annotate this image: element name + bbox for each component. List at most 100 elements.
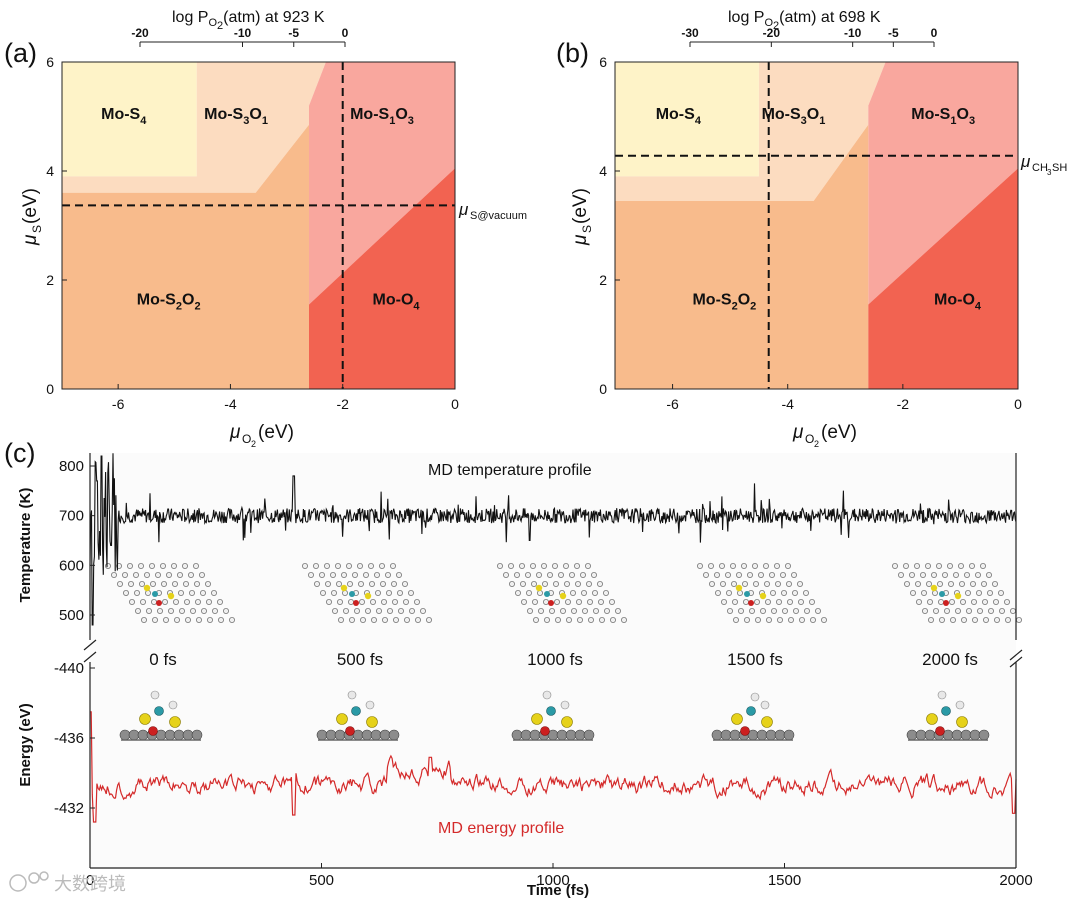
svg-text:(eV): (eV) xyxy=(570,188,591,224)
lattice-top-view-icon xyxy=(892,563,1023,624)
lattice-top-view-icon xyxy=(697,563,828,624)
snapshot-time-label: 500 fs xyxy=(337,650,383,669)
mu-s-axis-title-a: μ S (eV) xyxy=(20,188,44,246)
temperature-title: MD temperature profile xyxy=(428,462,592,479)
x-tick-label: -6 xyxy=(112,396,125,412)
x-tick-label: 0 xyxy=(451,396,459,412)
top-tick-label: 0 xyxy=(931,26,938,40)
svg-text:(eV): (eV) xyxy=(20,188,41,224)
svg-text:μ: μ xyxy=(792,422,804,443)
time-tick-label: 0 xyxy=(86,872,94,889)
mu-s-axis-title-b: μ S (eV) xyxy=(570,188,594,246)
snapshot-1: 500 fs xyxy=(301,563,432,741)
phase-label-mo-s3o1: Mo-S3O1 xyxy=(204,106,268,127)
watermark-logo-icon xyxy=(9,874,27,892)
svg-text:2: 2 xyxy=(814,439,819,449)
phase-label-mo-o4: Mo-O4 xyxy=(373,292,421,313)
phase-label-mo-s2o2: Mo-S2O2 xyxy=(137,292,201,313)
phase-region-mo-s1o3 xyxy=(309,62,455,305)
y-tick-label: 4 xyxy=(599,163,607,179)
svg-text:S: S xyxy=(580,225,594,233)
svg-text:3: 3 xyxy=(1047,168,1052,177)
phase-region-mo-s4 xyxy=(62,62,197,177)
molecule-side-view-icon xyxy=(316,690,400,741)
phase-label-mo-s3o1: Mo-S3O1 xyxy=(762,106,826,127)
mu-o2-axis-title-a: μ O 2 (eV) xyxy=(229,422,294,449)
panel-label-b: (b) xyxy=(556,38,589,68)
time-tick-label: 1500 xyxy=(768,872,801,889)
snapshot-time-label: 1500 fs xyxy=(727,650,783,669)
molecule-side-view-icon xyxy=(511,690,595,741)
panel-label-c: (c) xyxy=(4,438,35,468)
time-axis-title: Time (fs) xyxy=(527,882,589,899)
x-tick-label: -2 xyxy=(897,396,910,412)
energy-tick-label: -440 xyxy=(54,660,84,677)
phase-label-mo-s1o3: Mo-S1O3 xyxy=(911,106,975,127)
phase-region-mo-s3o1 xyxy=(615,62,886,201)
x-tick-label: 0 xyxy=(1014,396,1022,412)
energy-axis-title: Energy (eV) xyxy=(17,703,34,786)
molecule-side-view-icon xyxy=(119,690,203,741)
time-tick-label: 2000 xyxy=(999,872,1032,889)
snapshot-time-label: 2000 fs xyxy=(922,650,978,669)
snapshot-time-label: 0 fs xyxy=(149,650,176,669)
y-tick-label: 6 xyxy=(599,54,607,70)
top-axis-title-b: log PO2(atm) at 698 K xyxy=(728,9,881,32)
temperature-tick-label: 700 xyxy=(59,508,84,525)
top-tick-label: -20 xyxy=(131,26,149,40)
svg-text:S: S xyxy=(30,225,44,233)
svg-text:(eV): (eV) xyxy=(258,422,294,443)
temperature-series-line xyxy=(89,453,1017,626)
y-tick-label: 0 xyxy=(46,381,54,397)
energy-series-line xyxy=(90,711,1017,823)
phase-label-mo-s4: Mo-S4 xyxy=(656,106,702,127)
top-tick-label: -10 xyxy=(844,26,862,40)
temperature-axis-title: Temperature (K) xyxy=(17,488,34,603)
temperature-tick-label: 600 xyxy=(59,557,84,574)
y-tick-label: 2 xyxy=(599,272,607,288)
lattice-top-view-icon xyxy=(496,563,628,624)
temperature-tick-label: 500 xyxy=(59,607,84,624)
axis-break-marks xyxy=(83,453,1023,869)
y-tick-label: 6 xyxy=(46,54,54,70)
top-tick-label: -5 xyxy=(888,26,899,40)
snapshot-time-label: 1000 fs xyxy=(527,650,583,669)
watermark-text: 大数跨境 xyxy=(54,874,126,895)
phase-region-mo-s1o3 xyxy=(868,62,1018,305)
phase-label-mo-s4: Mo-S4 xyxy=(101,106,147,127)
molecule-side-view-icon xyxy=(906,690,990,741)
phase-region-mo-o4 xyxy=(309,168,455,389)
phase-region-mo-o4 xyxy=(868,168,1018,389)
lattice-top-view-icon xyxy=(105,563,235,624)
phase-region-mo-s4 xyxy=(615,62,759,177)
plot-frame-a xyxy=(61,61,456,390)
phase-label-mo-o4: Mo-O4 xyxy=(934,292,982,313)
x-tick-label: -6 xyxy=(666,396,679,412)
svg-text:S@vacuum: S@vacuum xyxy=(470,210,527,222)
energy-tick-label: -436 xyxy=(54,730,84,747)
lattice-top-view-icon xyxy=(301,563,432,624)
phase-region-mo-s2o2 xyxy=(615,124,869,389)
top-tick-label: -10 xyxy=(234,26,252,40)
snapshot-0: 0 fs xyxy=(105,563,235,741)
y-tick-label: 0 xyxy=(599,381,607,397)
phase-region-mo-s2o2 xyxy=(62,124,309,389)
phase-label-mo-s1o3: Mo-S1O3 xyxy=(350,106,414,127)
svg-text:CH: CH xyxy=(1032,162,1048,174)
x-tick-label: -4 xyxy=(781,396,794,412)
snapshot-3: 1500 fs xyxy=(697,563,828,741)
mu-o2-axis-title-b: μ O 2 (eV) xyxy=(792,422,857,449)
svg-text:μ: μ xyxy=(229,422,241,443)
svg-text:(eV): (eV) xyxy=(821,422,857,443)
top-tick-label: -30 xyxy=(681,26,699,40)
snapshot-2: 1000 fs xyxy=(496,563,628,741)
snapshot-4: 2000 fs xyxy=(892,563,1023,741)
reference-label-a: μ S@vacuum xyxy=(458,200,527,222)
svg-text:O: O xyxy=(242,432,251,446)
svg-text:μ: μ xyxy=(20,234,41,246)
y-tick-label: 2 xyxy=(46,272,54,288)
reference-label-b: μ CH 3 SH xyxy=(1020,152,1067,177)
md-profile-panel: (c) MD temperature profile MD energy pro… xyxy=(4,438,1033,899)
